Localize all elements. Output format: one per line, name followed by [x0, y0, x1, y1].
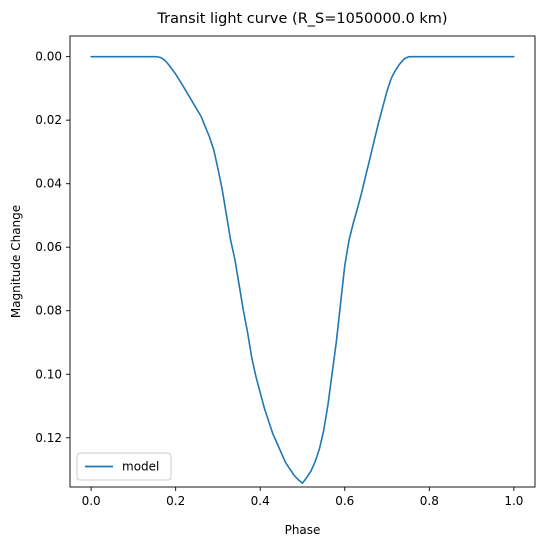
x-tick-label: 0.4 [251, 494, 270, 508]
x-axis-label: Phase [285, 523, 321, 537]
y-axis-label: Magnitude Change [9, 205, 23, 318]
x-tick-label: 0.2 [166, 494, 185, 508]
chart-title: Transit light curve (R_S=1050000.0 km) [156, 11, 447, 27]
legend: model [77, 453, 171, 480]
y-tick-label: 0.10 [35, 367, 62, 381]
x-tick-label: 0.6 [335, 494, 354, 508]
legend-label-model: model [122, 460, 159, 474]
y-tick-label: 0.08 [35, 304, 62, 318]
y-tick-label: 0.06 [35, 240, 62, 254]
x-tick-label: 1.0 [504, 494, 523, 508]
y-tick-label: 0.02 [35, 113, 62, 127]
x-tick-label: 0.8 [420, 494, 439, 508]
x-tick-label: 0.0 [82, 494, 101, 508]
y-tick-label: 0.04 [35, 177, 62, 191]
y-tick-label: 0.12 [35, 431, 62, 445]
y-tick-label: 0.00 [35, 50, 62, 64]
